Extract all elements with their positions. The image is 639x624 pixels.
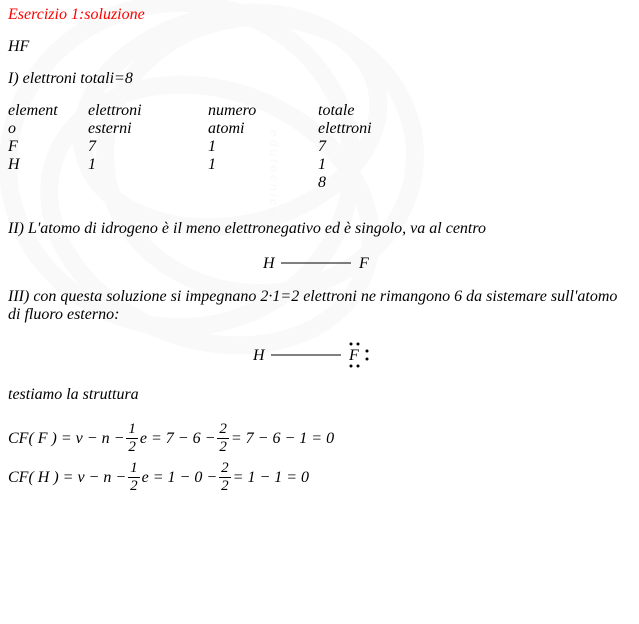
fraction-num: 2 <box>217 422 229 437</box>
formula-text: = 7 − 6 − 1 = 0 <box>231 430 334 448</box>
fraction: 2 2 <box>217 422 229 455</box>
table-cell: 7 <box>318 138 428 156</box>
formula-cf-h: CF( H ) = v − n − 1 2 e = 1 − 0 − 2 2 = … <box>8 461 631 494</box>
fraction-num: 1 <box>126 422 138 437</box>
formula-text: CF( F ) = v − n − <box>8 430 124 448</box>
fraction: 1 2 <box>128 461 140 494</box>
table-header: element <box>8 102 88 120</box>
bond-right-atom: F <box>358 255 369 272</box>
electron-table: element elettroni numero totale o estern… <box>8 102 631 192</box>
table-cell <box>8 174 88 192</box>
table-header: numero <box>208 102 318 120</box>
fraction-den: 2 <box>219 479 231 494</box>
table-cell: 7 <box>88 138 208 156</box>
table-cell <box>208 174 318 192</box>
formula-text: e = 7 − 6 − <box>140 430 216 448</box>
lewis-dot <box>356 343 359 346</box>
exercise-title: Esercizio 1:soluzione <box>8 6 631 24</box>
bond-left-atom: H <box>262 255 276 272</box>
fraction-den: 2 <box>128 479 140 494</box>
table-cell: 1 <box>208 138 318 156</box>
table-cell: F <box>8 138 88 156</box>
table-cell: 1 <box>318 156 428 174</box>
table-header: totale <box>318 102 428 120</box>
lewis-dot <box>356 365 359 368</box>
table-header: esterni <box>88 120 208 138</box>
lewis-dot <box>365 358 368 361</box>
part1-label: I) elettroni totali=8 <box>8 70 631 88</box>
table-cell: 1 <box>208 156 318 174</box>
lewis-dot <box>365 350 368 353</box>
lewis-structure: H F <box>8 338 631 372</box>
fraction: 1 2 <box>126 422 138 455</box>
lewis-dot <box>349 365 352 368</box>
formula-text: e = 1 − 0 − <box>142 469 218 487</box>
table-header: elettroni <box>318 120 428 138</box>
lewis-dot <box>349 343 352 346</box>
formula-cf-f: CF( F ) = v − n − 1 2 e = 7 − 6 − 2 2 = … <box>8 422 631 455</box>
table-header: atomi <box>208 120 318 138</box>
document-body: Esercizio 1:soluzione HF I) elettroni to… <box>0 0 639 494</box>
part2-text: II) L'atomo di idrogeno è il meno elettr… <box>8 220 631 238</box>
lewis-left-atom: H <box>252 347 266 364</box>
formula-text: = 1 − 1 = 0 <box>233 469 309 487</box>
table-cell: H <box>8 156 88 174</box>
part3-text: III) con questa soluzione si impegnano 2… <box>8 288 631 324</box>
table-cell: 8 <box>318 174 428 192</box>
lewis-right-atom: F <box>348 347 359 364</box>
test-structure-label: testiamo la struttura <box>8 386 631 404</box>
formula-text: CF( H ) = v − n − <box>8 469 126 487</box>
molecule-label: HF <box>8 38 631 56</box>
fraction-num: 1 <box>128 461 140 476</box>
fraction-den: 2 <box>217 440 229 455</box>
fraction-num: 2 <box>219 461 231 476</box>
fraction: 2 2 <box>219 461 231 494</box>
simple-bond-diagram: H F <box>8 252 631 274</box>
table-header: elettroni <box>88 102 208 120</box>
table-cell: 1 <box>88 156 208 174</box>
table-cell <box>88 174 208 192</box>
table-header: o <box>8 120 88 138</box>
fraction-den: 2 <box>126 440 138 455</box>
